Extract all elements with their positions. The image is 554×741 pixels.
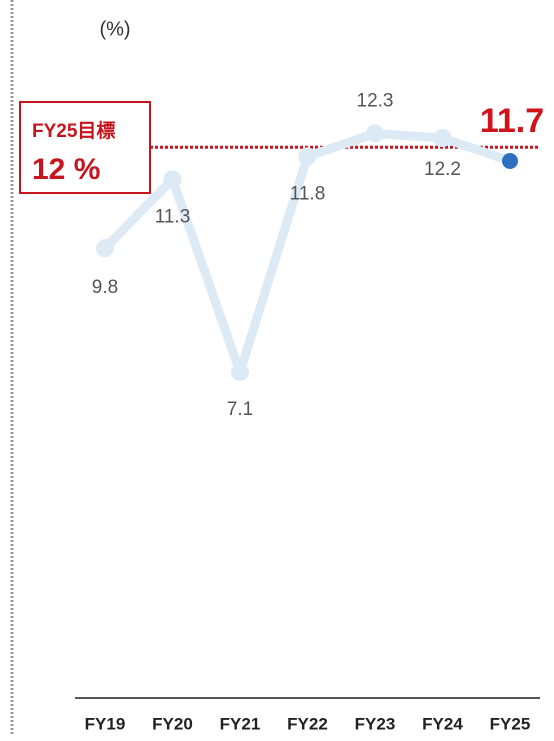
value-label: 12.3 <box>357 90 394 111</box>
value-label: 11.3 <box>155 206 191 227</box>
value-label: 7.1 <box>227 399 253 420</box>
target-box <box>19 101 151 194</box>
x-tick-label: FY21 <box>220 714 261 733</box>
point <box>231 363 249 382</box>
point <box>502 152 518 169</box>
x-tick-label: FY24 <box>422 714 463 733</box>
target-label: 12 % <box>32 153 100 186</box>
point <box>433 129 452 148</box>
value-label: 12.2 <box>424 159 461 180</box>
value-label: 11.7 <box>480 102 544 140</box>
point <box>298 147 317 166</box>
x-tick-label: FY19 <box>85 714 126 733</box>
point <box>96 239 114 258</box>
value-label: 9.8 <box>92 277 118 298</box>
x-tick-label: FY25 <box>490 714 531 733</box>
value-label: 11.8 <box>290 183 326 204</box>
point <box>163 170 182 189</box>
x-tick-label: FY23 <box>355 714 396 733</box>
unit-label: (%) <box>99 18 130 40</box>
point <box>366 124 384 143</box>
x-tick-label: FY22 <box>287 714 328 733</box>
target-name: FY25目標 <box>32 119 115 142</box>
x-tick-label: FY20 <box>152 714 193 733</box>
